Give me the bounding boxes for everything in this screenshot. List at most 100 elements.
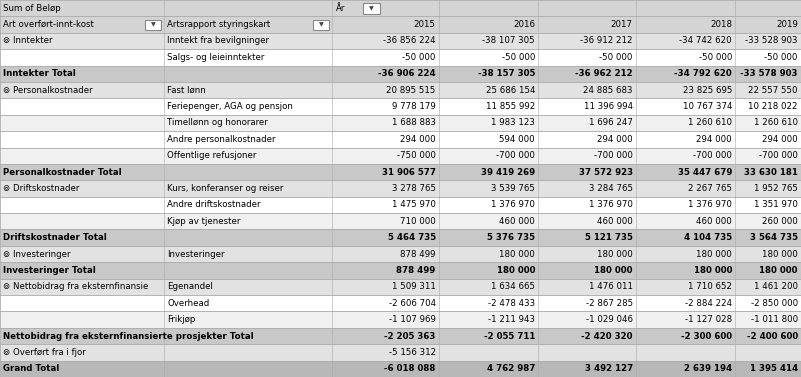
Text: -33 528 903: -33 528 903 (745, 37, 798, 46)
Text: 4 762 987: 4 762 987 (487, 364, 535, 373)
Text: -2 867 285: -2 867 285 (586, 299, 633, 308)
Text: 460 000: 460 000 (499, 217, 535, 226)
Text: -5 156 312: -5 156 312 (388, 348, 436, 357)
Text: -6 018 088: -6 018 088 (384, 364, 436, 373)
Text: 2 639 194: 2 639 194 (684, 364, 732, 373)
Text: Driftskostnader Total: Driftskostnader Total (3, 233, 107, 242)
Text: 4 104 735: 4 104 735 (684, 233, 732, 242)
Text: 3 492 127: 3 492 127 (585, 364, 633, 373)
Text: Investeringer Total: Investeringer Total (3, 266, 96, 275)
Text: ⊚ Investeringer: ⊚ Investeringer (3, 250, 70, 259)
Text: ⊚ Overført fra i fjor: ⊚ Overført fra i fjor (3, 348, 86, 357)
Text: 1 688 883: 1 688 883 (392, 118, 436, 127)
Text: 294 000: 294 000 (598, 135, 633, 144)
Bar (0, 197, 801, 213)
Text: -2 850 000: -2 850 000 (751, 299, 798, 308)
Text: 39 419 269: 39 419 269 (481, 168, 535, 176)
Text: 3 278 765: 3 278 765 (392, 184, 436, 193)
Text: Kurs, konferanser og reiser: Kurs, konferanser og reiser (167, 184, 284, 193)
Text: 3 539 765: 3 539 765 (491, 184, 535, 193)
Text: -38 157 305: -38 157 305 (477, 69, 535, 78)
Text: Offentlige refusjoner: Offentlige refusjoner (167, 151, 257, 160)
Text: 2016: 2016 (513, 20, 535, 29)
Text: -34 742 620: -34 742 620 (679, 37, 732, 46)
Text: -750 000: -750 000 (396, 151, 436, 160)
Text: Sum of Beløp: Sum of Beløp (3, 4, 61, 13)
Text: 2017: 2017 (611, 20, 633, 29)
Text: 25 686 154: 25 686 154 (485, 86, 535, 95)
Text: -700 000: -700 000 (759, 151, 798, 160)
Text: 3 564 735: 3 564 735 (750, 233, 798, 242)
Bar (0, 295, 801, 311)
Text: -2 478 433: -2 478 433 (488, 299, 535, 308)
Text: 23 825 695: 23 825 695 (682, 86, 732, 95)
Text: -1 029 046: -1 029 046 (586, 315, 633, 324)
Text: 24 885 683: 24 885 683 (583, 86, 633, 95)
Text: ▼: ▼ (369, 6, 374, 11)
Text: 1 634 665: 1 634 665 (491, 282, 535, 291)
Text: -1 011 800: -1 011 800 (751, 315, 798, 324)
FancyBboxPatch shape (313, 20, 329, 30)
Bar (0, 16, 801, 33)
Text: 180 000: 180 000 (759, 266, 798, 275)
Text: -700 000: -700 000 (693, 151, 732, 160)
Text: Art overført-innt-kost: Art overført-innt-kost (3, 20, 94, 29)
Text: -2 055 711: -2 055 711 (484, 331, 535, 340)
Text: 11 855 992: 11 855 992 (486, 102, 535, 111)
Text: 35 447 679: 35 447 679 (678, 168, 732, 176)
Text: År: År (336, 4, 345, 13)
Text: 1 260 610: 1 260 610 (754, 118, 798, 127)
Text: 1 696 247: 1 696 247 (589, 118, 633, 127)
Text: Investeringer: Investeringer (167, 250, 225, 259)
Text: 294 000: 294 000 (763, 135, 798, 144)
Text: -50 000: -50 000 (501, 53, 535, 62)
Text: 260 000: 260 000 (762, 217, 798, 226)
Text: -2 420 320: -2 420 320 (582, 331, 633, 340)
Text: -2 205 363: -2 205 363 (384, 331, 436, 340)
Text: -50 000: -50 000 (599, 53, 633, 62)
Text: 180 000: 180 000 (762, 250, 798, 259)
Text: 180 000: 180 000 (594, 266, 633, 275)
Text: Nettobidrag fra eksternfinansierte prosjekter Total: Nettobidrag fra eksternfinansierte prosj… (3, 331, 254, 340)
Text: -38 107 305: -38 107 305 (482, 37, 535, 46)
Bar (0, 213, 801, 230)
Text: ⊚ Driftskostnader: ⊚ Driftskostnader (3, 184, 79, 193)
Text: Feriepenger, AGA og pensjon: Feriepenger, AGA og pensjon (167, 102, 293, 111)
Text: 180 000: 180 000 (597, 250, 633, 259)
Text: -700 000: -700 000 (594, 151, 633, 160)
Text: 2019: 2019 (776, 20, 798, 29)
Text: Frikjøp: Frikjøp (167, 315, 195, 324)
Text: 460 000: 460 000 (696, 217, 732, 226)
Bar (0, 82, 801, 98)
Text: -36 856 224: -36 856 224 (383, 37, 436, 46)
Text: 20 895 515: 20 895 515 (386, 86, 436, 95)
Text: -50 000: -50 000 (402, 53, 436, 62)
Bar (0, 49, 801, 66)
Text: 460 000: 460 000 (597, 217, 633, 226)
Bar (0, 115, 801, 131)
Text: Andre driftskostnader: Andre driftskostnader (167, 201, 261, 209)
Text: 1 376 970: 1 376 970 (491, 201, 535, 209)
Bar (0, 279, 801, 295)
Bar (0, 328, 801, 344)
Text: Artsrapport styringskart: Artsrapport styringskart (167, 20, 271, 29)
Text: 294 000: 294 000 (697, 135, 732, 144)
Text: 11 396 994: 11 396 994 (584, 102, 633, 111)
Text: Overhead: Overhead (167, 299, 210, 308)
Text: 9 778 179: 9 778 179 (392, 102, 436, 111)
Text: -34 792 620: -34 792 620 (674, 69, 732, 78)
Text: -1 127 028: -1 127 028 (685, 315, 732, 324)
Text: 710 000: 710 000 (400, 217, 436, 226)
Text: Inntekter Total: Inntekter Total (3, 69, 76, 78)
Text: 1 461 200: 1 461 200 (754, 282, 798, 291)
Text: 1 351 970: 1 351 970 (754, 201, 798, 209)
Text: 594 000: 594 000 (500, 135, 535, 144)
Text: 1 376 970: 1 376 970 (688, 201, 732, 209)
Bar (0, 66, 801, 82)
Text: Inntekt fra bevilgninger: Inntekt fra bevilgninger (167, 37, 269, 46)
Text: -36 906 224: -36 906 224 (378, 69, 436, 78)
Text: ▼: ▼ (151, 23, 155, 28)
FancyBboxPatch shape (145, 20, 161, 30)
Bar (0, 147, 801, 164)
Bar (0, 180, 801, 197)
